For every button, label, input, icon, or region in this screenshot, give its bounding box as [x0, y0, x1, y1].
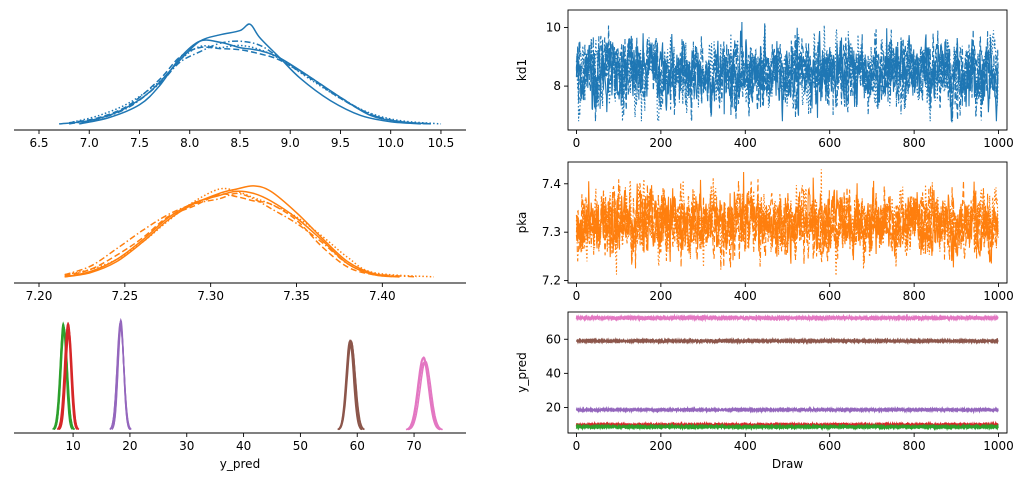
x-tick-label: 200: [649, 439, 672, 453]
density-series-line: [338, 340, 365, 431]
x-tick-label: 6.5: [29, 136, 48, 150]
y_pred-density-panel: 10 20 30 40 50 60 70 y_pred: [14, 317, 466, 471]
trace-chain-line: [575, 29, 999, 122]
x-tick-label: 800: [903, 439, 926, 453]
density-series-line: [53, 326, 75, 430]
trace-series-line: [575, 422, 999, 432]
x-tick-label: 7.20: [26, 289, 53, 303]
x-tick-label: 0: [573, 439, 581, 453]
x-tick-label: 10: [65, 439, 80, 453]
x-tick-label: 400: [734, 136, 757, 150]
density-series-line: [337, 339, 365, 431]
x-tick-label: 10.0: [377, 136, 404, 150]
trace-series-line: [575, 406, 999, 415]
density-series-line: [109, 320, 132, 430]
x-tick-label: 9.0: [281, 136, 300, 150]
trace-chain-line: [575, 180, 999, 270]
density-series-line: [57, 321, 79, 431]
x-tick-label: 7.35: [283, 289, 310, 303]
pka-trace-panel: 0 200 400 600 800 1000 7.2 7.3 7.4 pka: [515, 161, 1014, 303]
axes-frame: [567, 311, 1008, 434]
y-axis-title: kd1: [515, 59, 529, 81]
density-chain-line: [64, 185, 400, 278]
x-tick-label: 7.40: [369, 289, 396, 303]
y-axis-title: pka: [515, 212, 529, 234]
x-tick-label: 1000: [983, 439, 1014, 453]
x-tick-label: 0: [573, 289, 581, 303]
density-chain-line: [68, 44, 442, 125]
x-tick-label: 7.0: [80, 136, 99, 150]
x-tick-label: 30: [179, 439, 194, 453]
x-tick-label: 600: [818, 439, 841, 453]
x-tick-label: 9.5: [331, 136, 350, 150]
x-tick-label: 8.5: [230, 136, 249, 150]
x-tick-label: 600: [818, 136, 841, 150]
x-tick-label: 60: [350, 439, 365, 453]
x-tick-label: 400: [734, 439, 757, 453]
kd1-density-panel: 6.5 7.0 7.5 8.0 8.5 9.0 9.5 10.0 10.5: [14, 23, 466, 150]
x-tick-label: 20: [122, 439, 137, 453]
y-tick-label: 60: [546, 332, 561, 346]
y-tick-label: 10: [546, 21, 561, 35]
density-chain-line: [64, 193, 400, 278]
x-tick-label: 10.5: [428, 136, 455, 150]
x-tick-label: 50: [293, 439, 308, 453]
x-tick-label: 200: [649, 289, 672, 303]
density-series-line: [405, 356, 441, 431]
y-tick-label: 8: [553, 79, 561, 93]
pka-density-panel: 7.20 7.25 7.30 7.35 7.40: [14, 185, 466, 303]
trace-series-line: [575, 313, 999, 323]
x-tick-label: 800: [903, 289, 926, 303]
x-tick-label: 70: [406, 439, 421, 453]
y-axis-title: y_pred: [515, 352, 529, 392]
x-tick-label: 400: [734, 289, 757, 303]
x-tick-label: 7.25: [111, 289, 138, 303]
density-chain-line: [64, 192, 417, 278]
y-tick-label: 40: [546, 366, 561, 380]
x-tick-label: 1000: [983, 289, 1014, 303]
density-series-line: [109, 323, 132, 431]
trace-chain-line: [575, 21, 999, 124]
density-chain-line: [64, 190, 400, 278]
kd1-trace-panel: 0 200 400 600 800 1000 8 10 kd1: [515, 9, 1014, 150]
y_pred-trace-panel: 0 200 400 600 800 1000 Draw 20 40 60 y_pred: [515, 311, 1014, 471]
density-chain-line: [59, 23, 421, 125]
x-tick-label: 800: [903, 136, 926, 150]
x-tick-label: 7.30: [197, 289, 224, 303]
x-tick-label: 40: [236, 439, 251, 453]
x-axis-title: Draw: [772, 457, 804, 471]
x-tick-label: 600: [818, 289, 841, 303]
x-tick-label: 7.5: [130, 136, 149, 150]
density-chain-line: [79, 39, 431, 125]
x-tick-label: 8.0: [180, 136, 199, 150]
y-tick-label: 7.3: [542, 225, 561, 239]
x-tick-label: 200: [649, 136, 672, 150]
y-tick-label: 7.4: [542, 177, 561, 191]
x-tick-label: 1000: [983, 136, 1014, 150]
y-tick-label: 20: [546, 400, 561, 414]
trace-series-line: [576, 336, 999, 346]
density-chain-line: [68, 40, 431, 125]
density-chain-line: [64, 187, 434, 278]
y-tick-label: 7.2: [542, 274, 561, 288]
x-tick-label: 0: [573, 136, 581, 150]
x-axis-title: y_pred: [220, 457, 260, 471]
